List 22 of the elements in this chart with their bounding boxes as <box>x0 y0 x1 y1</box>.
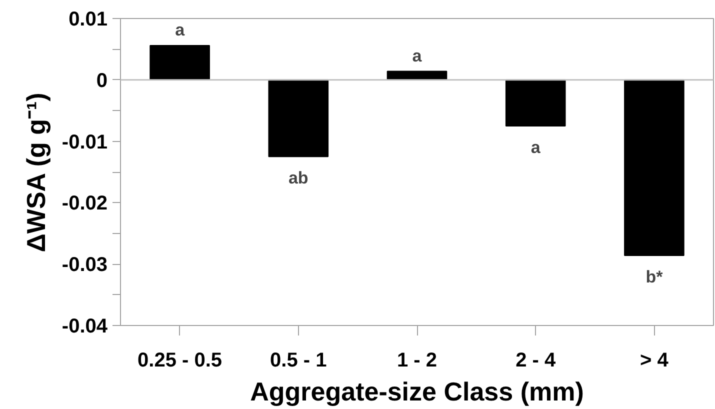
y-tick-label: 0.01 <box>68 8 108 30</box>
bar <box>150 45 210 80</box>
y-axis-title: ΔWSA (g g⁻¹) <box>20 92 51 252</box>
bar <box>505 79 566 126</box>
x-tick-label: 1 - 2 <box>396 350 438 372</box>
annotation: a <box>175 20 186 40</box>
y-tick-label: -0.02 <box>62 192 108 215</box>
annotation: b* <box>646 268 664 287</box>
x-tick-label: > 4 <box>640 350 670 372</box>
y-tick-label: -0.03 <box>62 254 108 276</box>
x-tick-label: 0.5 - 1 <box>270 350 327 372</box>
y-tick-label: -0.01 <box>62 131 108 154</box>
y-tick-label: -0.04 <box>62 316 108 338</box>
bar <box>624 79 684 256</box>
annotation: a <box>412 46 422 66</box>
x-tick-label: 2 - 4 <box>516 350 556 372</box>
x-tick-label: 0.25 - 0.5 <box>138 350 222 372</box>
bar <box>268 79 329 158</box>
x-axis-title: Aggregate-size Class (mm) <box>250 376 584 406</box>
y-tick-label: 0 <box>96 70 108 92</box>
annotation: a <box>530 138 541 157</box>
annotation: ab <box>288 168 308 188</box>
